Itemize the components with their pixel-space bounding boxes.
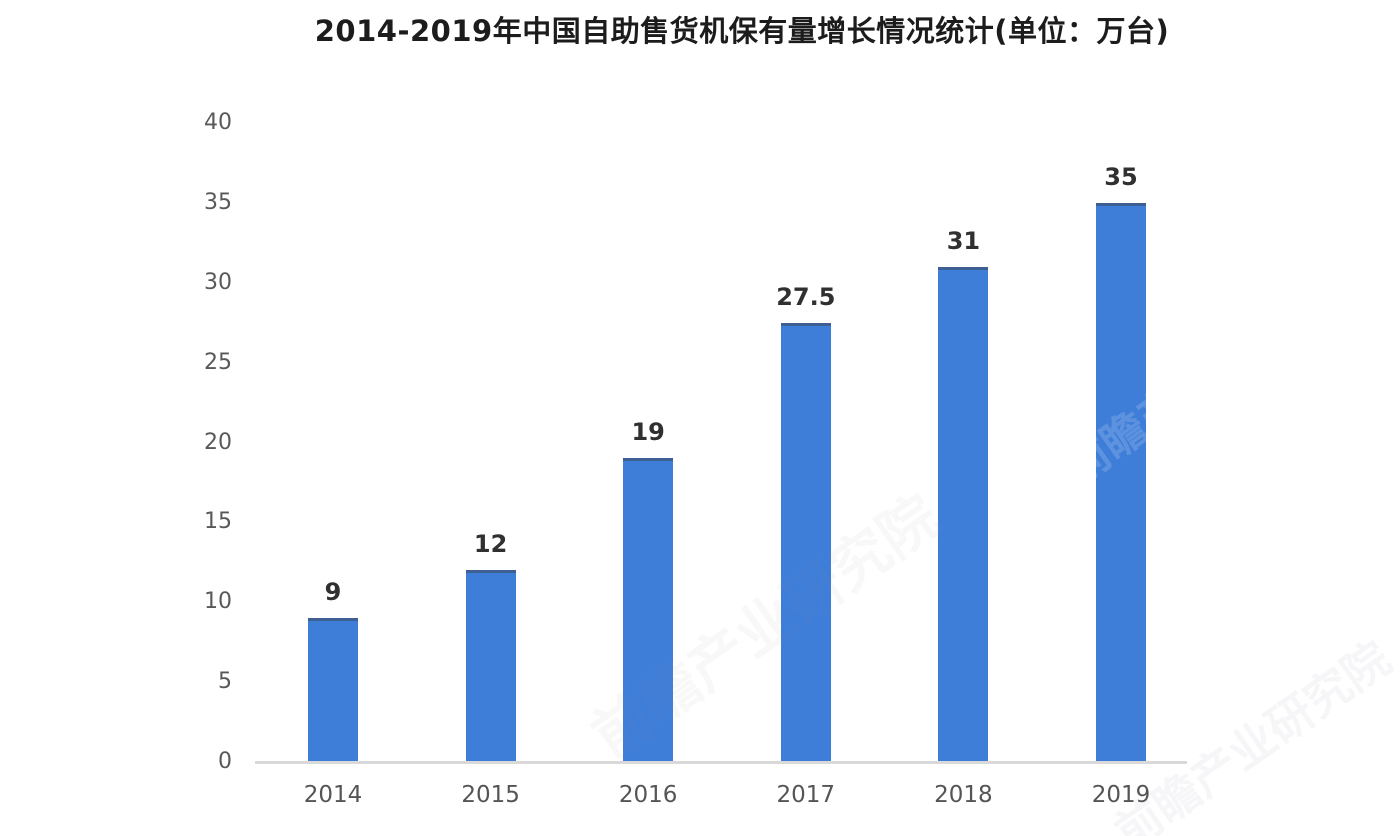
y-tick-label: 15 — [204, 509, 232, 535]
bar — [308, 618, 358, 762]
bar — [938, 266, 989, 762]
x-tick-label: 2018 — [934, 782, 993, 808]
x-tick-label: 2019 — [1091, 782, 1151, 808]
y-tick-label: 25 — [204, 349, 232, 375]
x-tick-label: 2017 — [776, 782, 836, 808]
chart-title: 2014-2019年中国自助售货机保有量增长情况统计(单位：万台) — [314, 14, 1170, 48]
bar-value-label: 9 — [324, 578, 342, 607]
bar — [623, 458, 674, 762]
y-tick-label: 20 — [204, 429, 232, 455]
bar-value-label: 31 — [946, 226, 981, 255]
y-tick-label: 40 — [204, 110, 232, 135]
bar-value-label: 19 — [631, 418, 665, 447]
watermark: 前瞻产业研究院 — [1055, 276, 1338, 495]
y-tick-label: 0 — [218, 749, 232, 774]
x-tick-label: 2015 — [461, 782, 520, 808]
x-tick-label: 2016 — [618, 782, 678, 808]
bar — [1096, 202, 1146, 762]
x-axis-line — [255, 761, 1187, 764]
bar — [780, 322, 831, 762]
y-tick-label: 10 — [204, 589, 232, 615]
bar-value-label: 12 — [473, 530, 508, 559]
bar-value-label: 27.5 — [776, 282, 836, 311]
y-tick-label: 30 — [204, 269, 232, 295]
bar — [465, 570, 516, 762]
y-tick-label: 35 — [204, 189, 232, 215]
bar-value-label: 35 — [1104, 162, 1138, 191]
x-tick-label: 2014 — [303, 782, 363, 808]
y-tick-label: 5 — [218, 669, 232, 695]
